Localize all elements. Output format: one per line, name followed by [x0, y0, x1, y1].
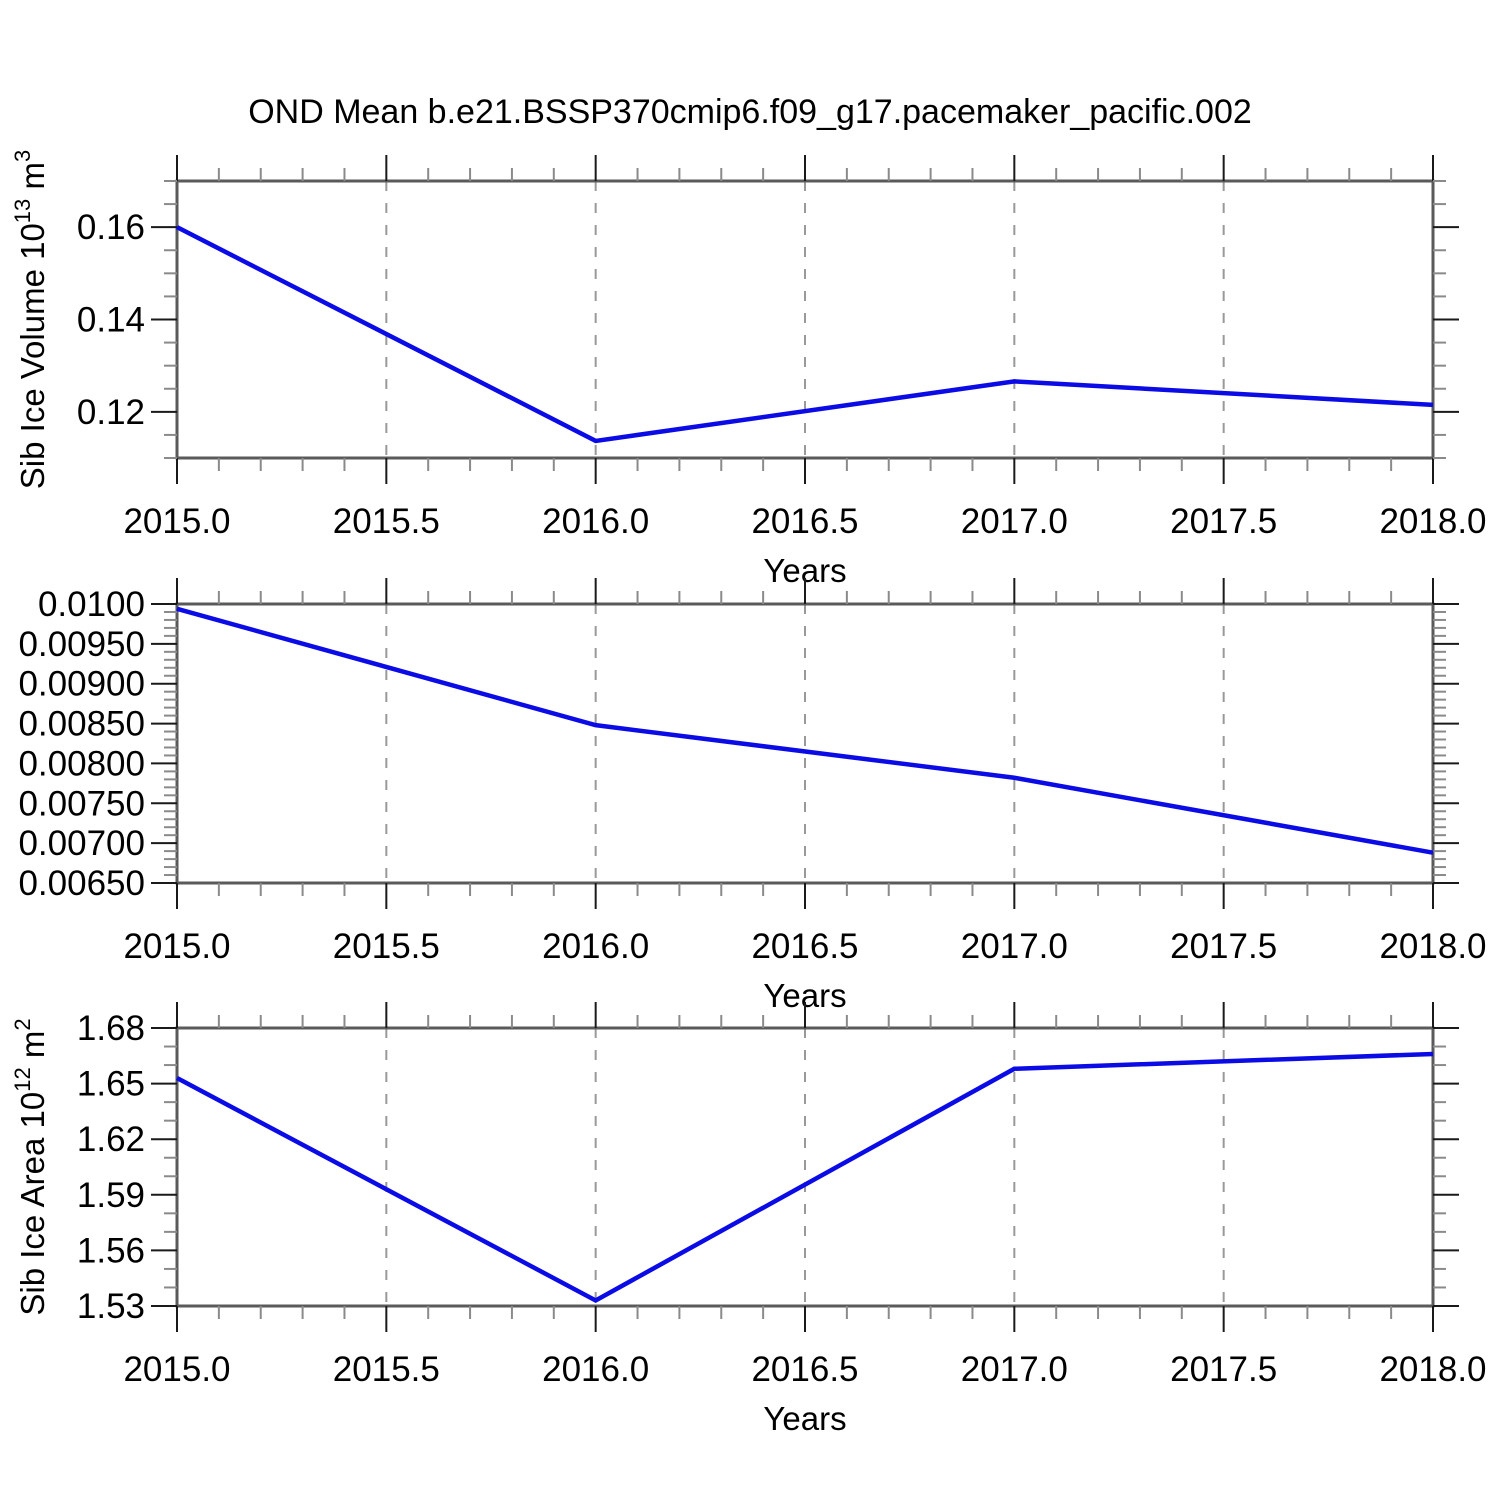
- plot-sib-ice-area: 2015.0 2015.5 2016.0 2016.5 2017.0 2017.5 2018…: [10, 1002, 1487, 1437]
- x-axis-title: Years: [763, 1400, 846, 1437]
- x-tick-label: 2018.0: [1379, 927, 1486, 966]
- y-tick-label: 1.53: [77, 1287, 145, 1326]
- x-tick-label: 2016.5: [751, 502, 858, 541]
- y-tick-label: 0.12: [77, 393, 145, 432]
- minor-ticks: [164, 1015, 1446, 1319]
- y-tick-label: 0.14: [77, 301, 145, 340]
- gridlines: [385, 181, 1225, 458]
- y-tick-label: 0.00650: [18, 864, 145, 903]
- x-tick-label: 2015.5: [333, 502, 440, 541]
- minor-ticks: [164, 591, 1446, 896]
- y-tick-label: 1.56: [77, 1231, 145, 1270]
- y-tick-label: 0.00850: [18, 705, 145, 744]
- x-tick-label: 2015.0: [123, 1350, 230, 1389]
- y-tick-label: 0.00700: [18, 824, 145, 863]
- x-tick-label: 2016.0: [542, 502, 649, 541]
- y-tick-label: 1.65: [77, 1065, 145, 1104]
- x-tick-label: 2016.5: [751, 927, 858, 966]
- x-tick-label: 2017.0: [961, 502, 1068, 541]
- x-tick-labels: 2015.0 2015.5 2016.0 2016.5 2017.0 2017.5 2018…: [123, 927, 1486, 966]
- y-tick-label: 1.68: [77, 1009, 145, 1048]
- plots: 2015.0 2015.5 2016.0 2016.5 2017.0 2017.5 2018…: [10, 150, 1487, 1437]
- x-tick-label: 2016.5: [751, 1350, 858, 1389]
- y-tick-labels: 0.12 0.14 0.16: [77, 208, 145, 432]
- x-tick-label: 2015.0: [123, 502, 230, 541]
- y-tick-label: 0.00950: [18, 625, 145, 664]
- x-tick-label: 2018.0: [1379, 1350, 1486, 1389]
- x-tick-label: 2017.5: [1170, 927, 1277, 966]
- gridlines: [385, 604, 1225, 883]
- y-tick-label: 0.0100: [38, 585, 145, 624]
- y-tick-label: 0.00750: [18, 784, 145, 823]
- x-tick-label: 2017.5: [1170, 1350, 1277, 1389]
- y-tick-label: 0.00900: [18, 665, 145, 704]
- major-ticks: [151, 578, 1459, 909]
- data-line: [176, 606, 1434, 855]
- data-line: [175, 1051, 1434, 1303]
- y-tick-label: 0.00800: [18, 744, 145, 783]
- y-axis-title: Sib Ice Volume 1013 m3: [10, 150, 51, 489]
- y-axis-title: Sib Ice Area 1012 m2: [10, 1018, 51, 1315]
- gridlines: [385, 1028, 1225, 1306]
- x-tick-label: 2015.5: [333, 927, 440, 966]
- y-tick-label: 1.62: [77, 1120, 145, 1159]
- x-tick-labels: 2015.0 2015.5 2016.0 2016.5 2017.0 2017.5 2018…: [123, 502, 1486, 541]
- x-tick-labels: 2015.0 2015.5 2016.0 2016.5 2017.0 2017.5 2018…: [123, 1350, 1486, 1389]
- x-tick-label: 2016.0: [542, 1350, 649, 1389]
- y-tick-label: 1.59: [77, 1176, 145, 1215]
- x-tick-label: 2015.5: [333, 1350, 440, 1389]
- x-tick-label: 2017.0: [961, 927, 1068, 966]
- major-ticks: [151, 1002, 1459, 1332]
- y-tick-label: 0.16: [77, 208, 145, 247]
- chart-title: OND Mean b.e21.BSSP370cmip6.f09_g17.pace…: [248, 93, 1252, 131]
- y-tick-labels: 1.53 1.56 1.59 1.62 1.65 1.68: [77, 1009, 145, 1326]
- plot-sib-ice-middle: 2015.0 2015.5 2016.0 2016.5 2017.0 2017.5 2018…: [18, 578, 1487, 1014]
- major-ticks: [151, 155, 1459, 484]
- data-line: [175, 225, 1434, 444]
- x-tick-label: 2015.0: [123, 927, 230, 966]
- x-tick-label: 2017.0: [961, 1350, 1068, 1389]
- minor-ticks: [164, 168, 1446, 471]
- plot-sib-ice-volume: 2015.0 2015.5 2016.0 2016.5 2017.0 2017.5 2018…: [10, 150, 1487, 589]
- x-tick-label: 2018.0: [1379, 502, 1486, 541]
- y-tick-labels: 0.006500.007000.007500.008000.008500.009…: [18, 585, 145, 903]
- x-tick-label: 2016.0: [542, 927, 649, 966]
- x-tick-label: 2017.5: [1170, 502, 1277, 541]
